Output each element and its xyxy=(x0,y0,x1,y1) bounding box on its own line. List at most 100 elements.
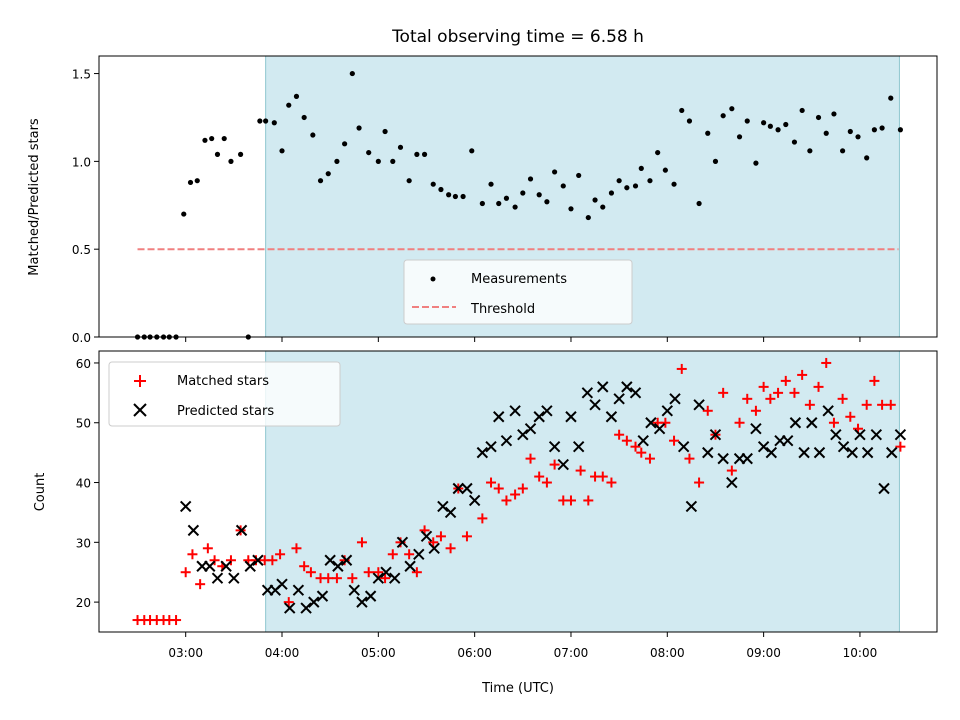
bottom-y-axis: 20 30 40 50 60 xyxy=(76,357,99,610)
measurement-point xyxy=(446,192,452,198)
x-axis-label: Time (UTC) xyxy=(481,681,554,696)
measurement-point xyxy=(286,102,292,108)
matched-star-point xyxy=(461,531,472,542)
predicted-star-point xyxy=(517,428,529,441)
predicted-star-point xyxy=(750,423,762,435)
measurement-point xyxy=(655,149,661,156)
predicted-star-point xyxy=(476,446,489,459)
top-panel: 0.0 0.5 1.0 1.5 Matched/Predicted stars Mea… xyxy=(27,55,938,345)
predicted-star-point xyxy=(830,428,842,441)
matched-star-point xyxy=(821,357,832,368)
predicted-star-point xyxy=(541,405,553,417)
measurement-point xyxy=(632,183,639,189)
measurement-point xyxy=(421,151,428,157)
measurement-point xyxy=(823,130,829,136)
x-tick-label: 03:00 xyxy=(168,646,203,660)
predicted-star-point xyxy=(685,500,698,513)
measurement-point xyxy=(761,120,767,126)
matched-star-point xyxy=(291,543,302,554)
matched-star-point xyxy=(195,579,206,590)
predicted-star-point xyxy=(661,405,674,417)
measurement-point xyxy=(488,181,494,187)
predicted-star-point xyxy=(340,554,353,566)
measurement-point xyxy=(342,141,348,147)
predicted-star-point xyxy=(806,417,818,429)
predicted-star-point xyxy=(468,494,481,507)
x-tick-label: 10:00 xyxy=(843,646,878,660)
predicted-star-point xyxy=(404,560,416,572)
matched-star-point xyxy=(180,567,191,578)
measurement-point xyxy=(257,118,263,124)
measurement-point xyxy=(228,158,234,164)
predicted-star-point xyxy=(332,560,344,572)
measurement-point xyxy=(181,211,187,217)
measurement-point xyxy=(317,178,324,184)
measurement-point xyxy=(638,165,644,171)
predicted-star-point xyxy=(187,524,200,537)
predicted-star-point xyxy=(572,440,585,453)
matched-star-point xyxy=(323,573,334,584)
legend-matched-label: Matched stars xyxy=(177,374,269,389)
legend-threshold-label: Threshold xyxy=(470,302,535,317)
predicted-star-point xyxy=(204,560,216,572)
measurement-point xyxy=(791,139,798,145)
measurement-points xyxy=(134,70,903,340)
measurement-point xyxy=(775,127,781,133)
top-y-tick-label: 0.0 xyxy=(72,331,91,345)
measurement-point xyxy=(325,171,331,177)
measurement-point xyxy=(840,148,846,154)
predicted-star-point xyxy=(854,428,866,441)
predicted-star-point xyxy=(485,440,497,453)
measurement-point xyxy=(382,128,388,135)
legend-matched-marker xyxy=(134,375,146,387)
top-x-ticks xyxy=(185,337,861,342)
matched-star-point xyxy=(861,399,872,410)
measurement-point xyxy=(705,130,711,136)
predicted-star-point xyxy=(717,452,729,465)
matched-star-point xyxy=(404,549,415,560)
measurement-point xyxy=(624,185,630,191)
predicted-stars-points xyxy=(179,381,907,614)
predicted-star-point xyxy=(653,423,666,435)
matched-star-point xyxy=(534,471,545,482)
legend-measurements-marker xyxy=(430,276,436,282)
matched-star-point xyxy=(789,387,800,398)
matched-star-point xyxy=(575,465,586,476)
x-tick-label: 07:00 xyxy=(554,646,589,660)
measurement-point xyxy=(512,204,518,210)
predicted-star-point xyxy=(669,393,681,405)
matched-star-point xyxy=(187,549,198,560)
matched-star-point xyxy=(565,495,576,506)
predicted-star-point xyxy=(284,602,296,614)
measurement-point xyxy=(879,125,885,131)
matched-star-point xyxy=(614,429,625,440)
matched-star-point xyxy=(718,387,729,398)
matched-star-point xyxy=(209,555,220,566)
predicted-star-point xyxy=(822,405,834,417)
measurement-point xyxy=(438,186,444,193)
measurement-point xyxy=(263,118,269,124)
matched-star-point xyxy=(486,477,497,488)
predicted-star-point xyxy=(702,446,714,459)
measurement-point xyxy=(616,178,622,184)
top-plot-frame xyxy=(98,55,938,338)
measurement-point xyxy=(712,158,719,164)
predicted-star-point xyxy=(461,482,473,495)
matched-star-point xyxy=(347,573,358,584)
predicted-star-point xyxy=(420,530,433,543)
measurement-point xyxy=(568,206,574,212)
measurement-point xyxy=(520,190,526,196)
measurement-point xyxy=(560,183,566,189)
matched-star-point xyxy=(636,447,647,458)
matched-star-point xyxy=(525,453,536,464)
measurement-point xyxy=(608,190,615,196)
predicted-star-point xyxy=(316,590,329,602)
predicted-star-point xyxy=(179,500,192,513)
measurement-point xyxy=(209,135,215,142)
matched-star-point xyxy=(702,405,713,416)
matched-star-point xyxy=(734,417,745,428)
legend-measurements-label: Measurements xyxy=(471,272,567,287)
predicted-star-point xyxy=(757,440,770,453)
matched-star-point xyxy=(837,393,848,404)
